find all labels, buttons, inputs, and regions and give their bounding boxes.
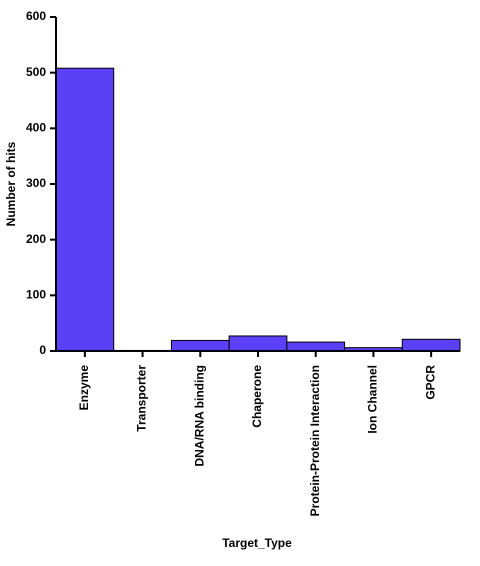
y-tick-label: 500 xyxy=(26,65,46,79)
bar xyxy=(170,339,230,352)
bar xyxy=(401,338,461,352)
bar xyxy=(55,67,115,352)
y-tick-label: 400 xyxy=(26,121,46,135)
y-tick-label: 200 xyxy=(26,232,46,246)
y-tick-label: 600 xyxy=(26,9,46,23)
x-tick-label: Enzyme xyxy=(77,365,91,411)
x-tick-label: Transporter xyxy=(135,365,149,432)
y-tick-label: 100 xyxy=(26,288,46,302)
x-axis-label: Target_Type xyxy=(222,536,292,550)
y-tick-label: 300 xyxy=(26,176,46,190)
bar xyxy=(286,341,346,352)
x-tick-label: GPCR xyxy=(423,365,437,400)
bar xyxy=(228,335,288,352)
x-tick-label: Chaperone xyxy=(250,365,264,428)
y-tick-label: 0 xyxy=(39,343,46,357)
x-tick-label: Protein-Protein Interaction xyxy=(308,365,322,516)
y-axis-label: Number of hits xyxy=(4,141,18,226)
x-tick-label: Ion Channel xyxy=(366,365,380,434)
x-tick-label: DNA/RNA binding xyxy=(192,365,206,467)
